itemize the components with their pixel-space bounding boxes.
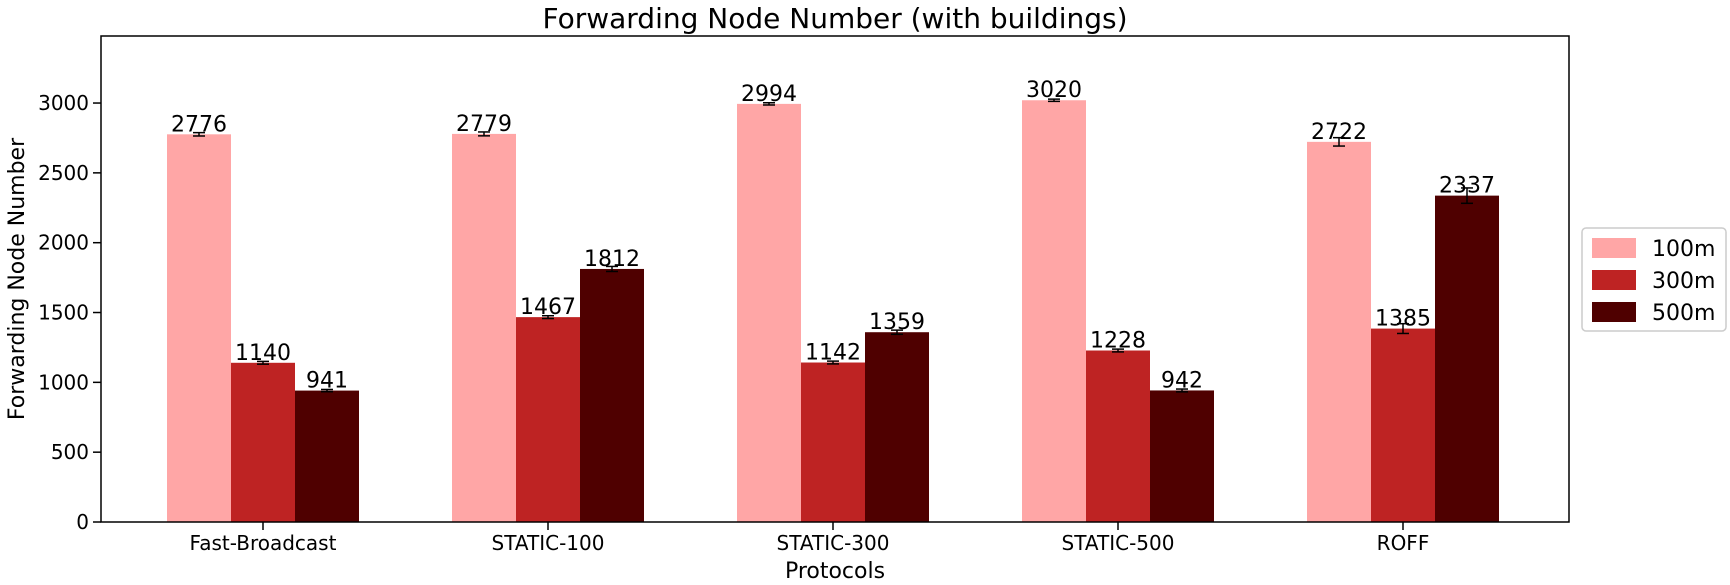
- bar-value-label: 1228: [1090, 329, 1146, 354]
- bar-value-label: 1467: [520, 295, 576, 320]
- bar-value-label: 3020: [1026, 78, 1082, 103]
- bar-value-label: 1812: [584, 247, 640, 272]
- bar: [1022, 100, 1086, 522]
- bar-value-label: 1142: [805, 341, 861, 366]
- bar-value-label: 1359: [869, 310, 925, 335]
- bar-value-label: 2776: [171, 112, 227, 137]
- legend-swatch: [1592, 238, 1636, 258]
- bar: [1150, 390, 1214, 522]
- legend-label: 500m: [1652, 301, 1715, 326]
- legend-swatch: [1592, 302, 1636, 322]
- x-tick-label: Fast-Broadcast: [190, 531, 337, 555]
- x-tick-label: STATIC-100: [492, 531, 605, 555]
- bar: [1435, 195, 1499, 522]
- bar: [865, 332, 929, 522]
- legend-label: 100m: [1652, 237, 1715, 262]
- y-tick-label: 3000: [38, 91, 89, 115]
- bar-value-label: 2779: [456, 112, 512, 137]
- bar: [295, 390, 359, 522]
- y-tick-label: 0: [76, 510, 89, 534]
- legend-label: 300m: [1652, 269, 1715, 294]
- bar: [580, 268, 644, 522]
- x-axis-label: Protocols: [785, 559, 885, 584]
- y-tick-label: 1000: [38, 370, 89, 394]
- bar-value-label: 2722: [1311, 120, 1367, 145]
- plot-frame: [100, 35, 1570, 523]
- bar: [516, 317, 580, 522]
- y-axis-label: Forwarding Node Number: [5, 137, 30, 420]
- y-tick-label: 1500: [38, 301, 89, 325]
- bar-value-label: 2994: [741, 82, 797, 107]
- legend: 100m 300m 500m: [1581, 227, 1727, 332]
- bar: [1307, 141, 1371, 522]
- bar-value-label: 1385: [1375, 307, 1431, 332]
- bar: [167, 134, 231, 522]
- x-tick-label: ROFF: [1377, 531, 1430, 555]
- legend-swatch: [1592, 270, 1636, 290]
- bar: [1086, 350, 1150, 522]
- y-tick-label: 500: [51, 440, 89, 464]
- y-tick-label: 2000: [38, 231, 89, 255]
- x-tick-label: STATIC-500: [1062, 531, 1175, 555]
- chart-title: Forwarding Node Number (with buildings): [542, 2, 1127, 35]
- bar-value-label: 942: [1161, 368, 1203, 393]
- bar-value-label: 2337: [1439, 174, 1495, 199]
- bar: [452, 133, 516, 523]
- plot-area: 0 500 1000 1500 2000 2500 3000 2776 1140 941 Fast-…: [38, 78, 1499, 555]
- x-tick-label: STATIC-300: [777, 531, 890, 555]
- bar: [737, 103, 801, 523]
- bar: [801, 362, 865, 522]
- y-tick-label: 2500: [38, 161, 89, 185]
- bar: [1371, 328, 1435, 522]
- bar: [231, 362, 295, 522]
- bar-value-label: 1140: [235, 341, 291, 366]
- bar-value-label: 941: [306, 369, 348, 394]
